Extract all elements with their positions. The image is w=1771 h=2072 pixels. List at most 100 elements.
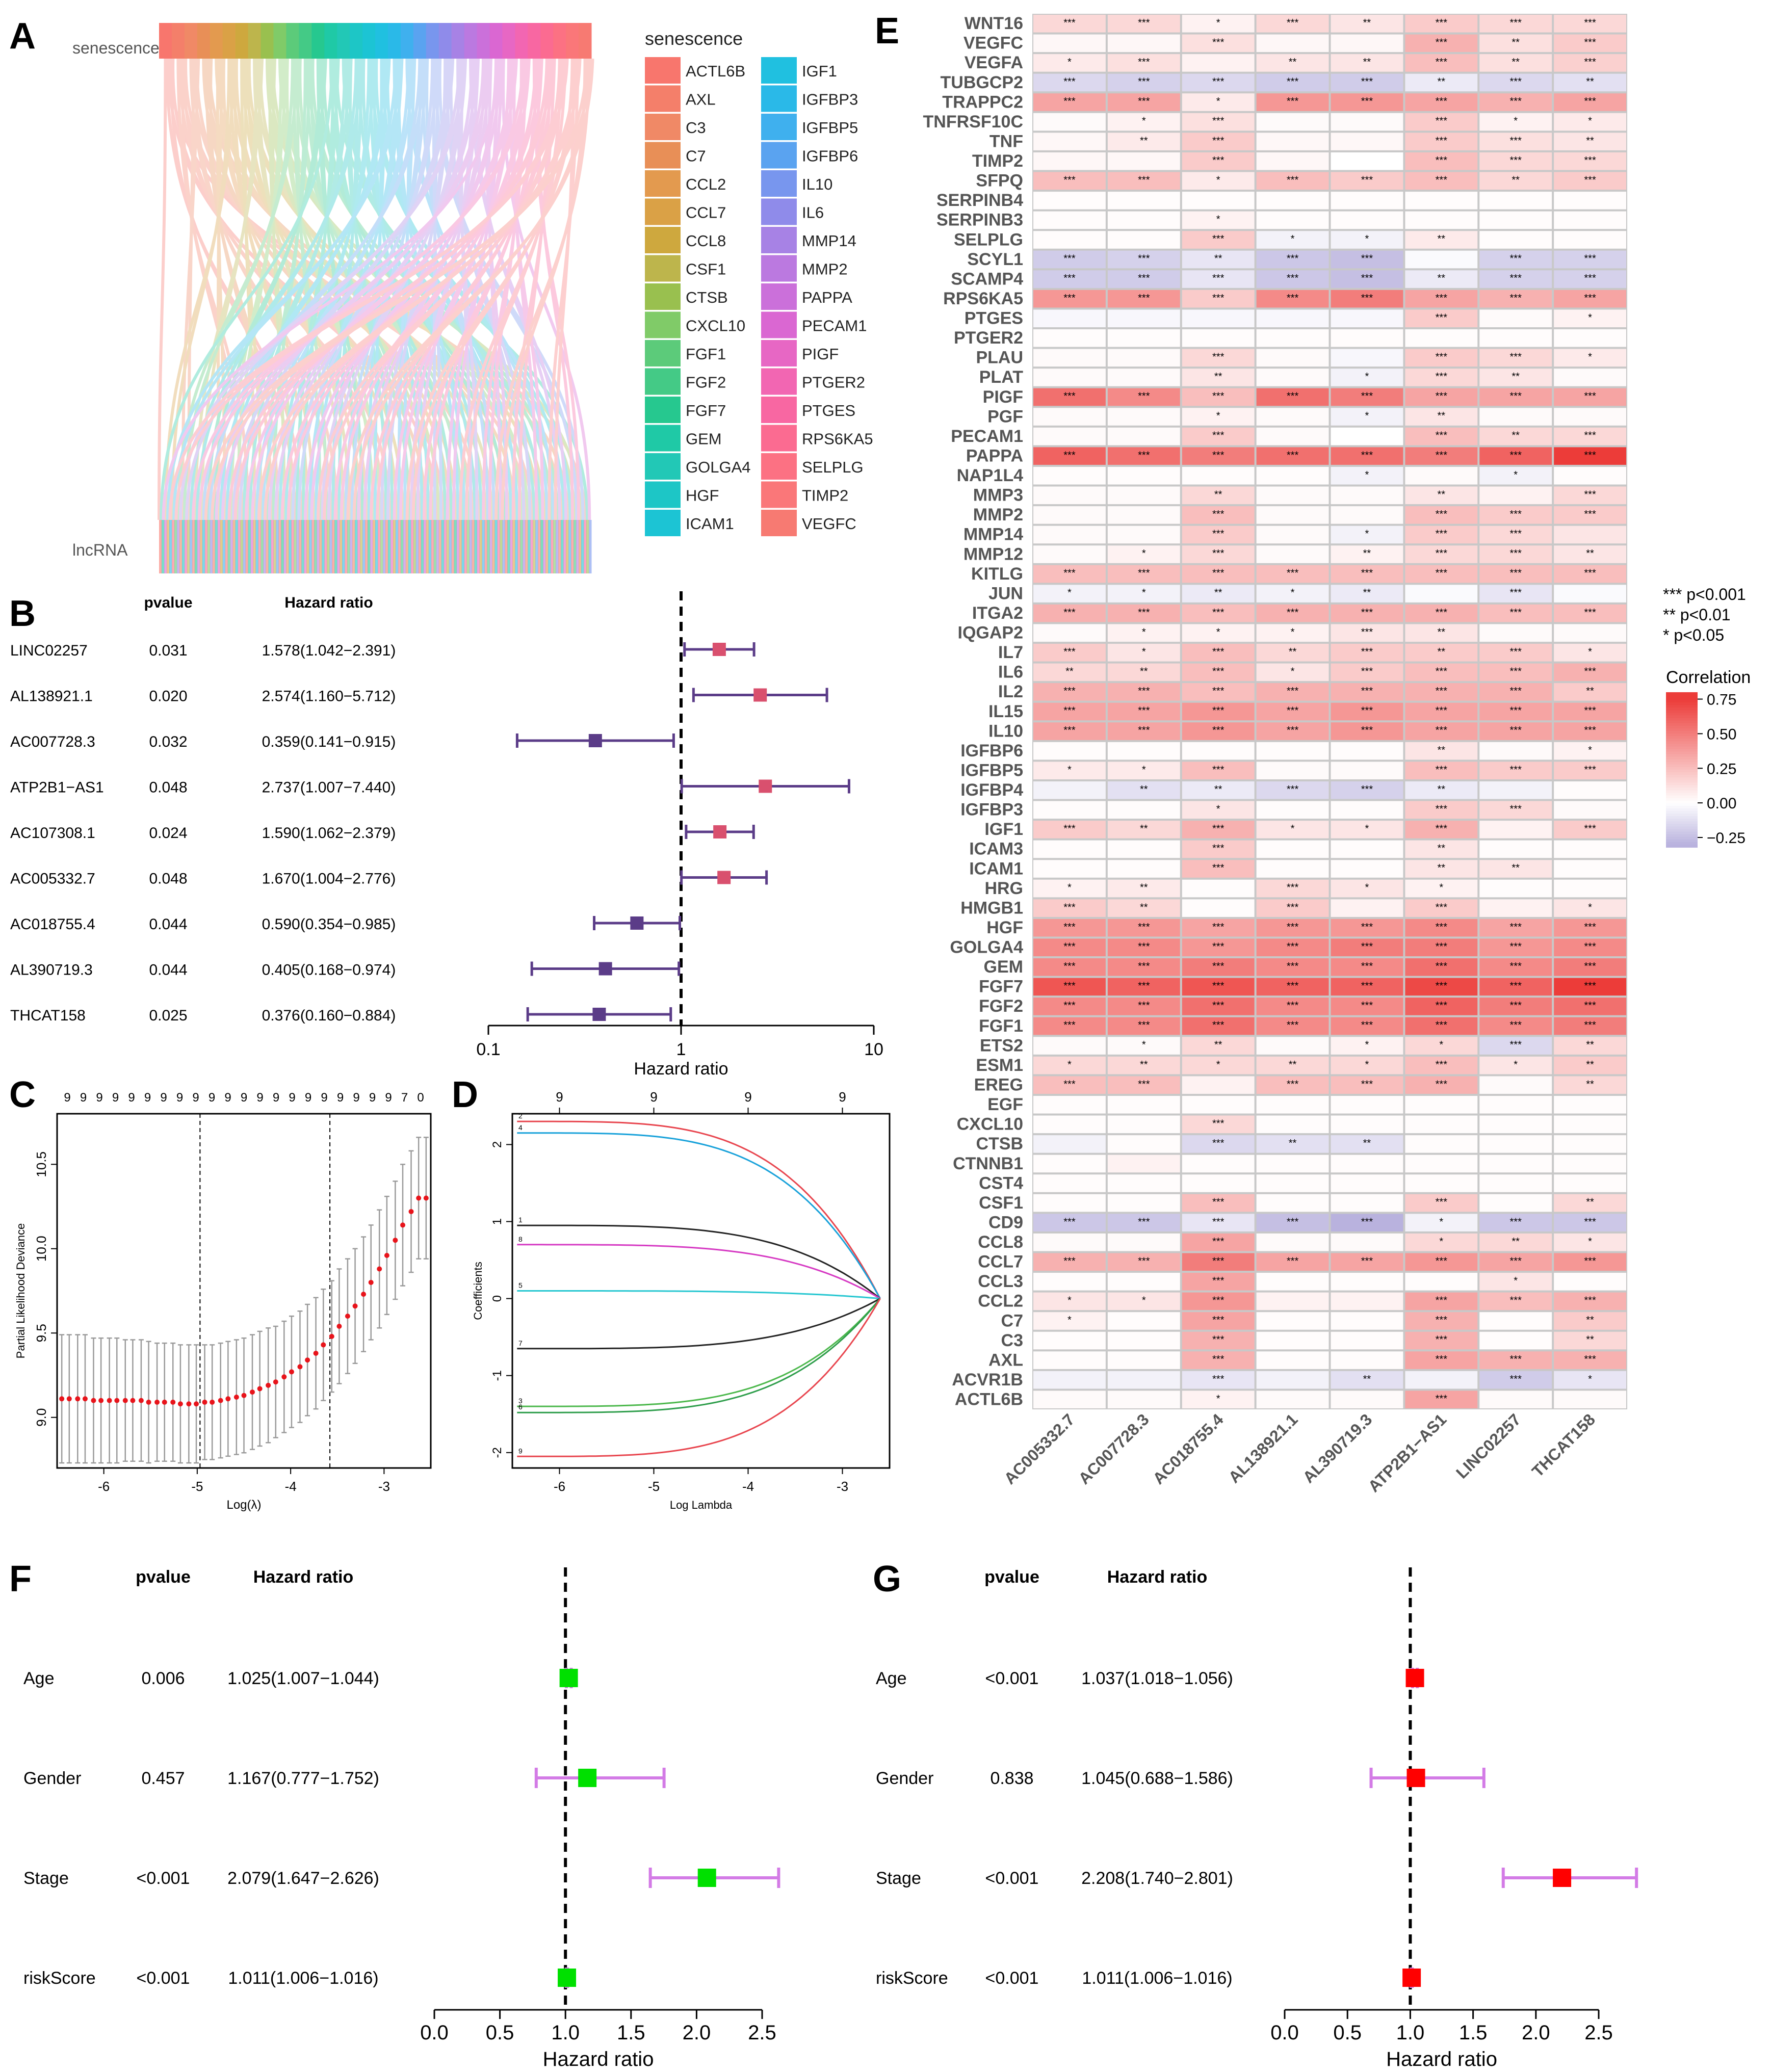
row-label: Age [23, 1669, 55, 1688]
heatmap-cell [1405, 1037, 1478, 1055]
top-tick-label: 9 [556, 1089, 563, 1105]
significance-stars: *** [1212, 607, 1225, 618]
coefficient-path-label: 5 [518, 1281, 523, 1290]
heatmap-cell [1033, 270, 1106, 288]
significance-stars: * [1291, 823, 1295, 834]
sankey-flow [176, 58, 250, 520]
heatmap-cell [1033, 1331, 1106, 1350]
significance-stars: *** [1436, 764, 1448, 775]
top-count-label: 9 [64, 1091, 70, 1105]
heatmap-cell [1554, 938, 1626, 957]
y-tick-label: -1 [490, 1370, 504, 1381]
sankey-bottom-node [227, 520, 231, 573]
sankey-flow [381, 58, 519, 520]
significance-stars: *** [1212, 430, 1225, 441]
heatmap-cell [1033, 702, 1106, 721]
sankey-bottom-node [551, 520, 554, 573]
sankey-flow [278, 58, 375, 520]
sankey-bottom-node [197, 520, 200, 573]
sankey-flow [321, 58, 467, 520]
significance-stars: *** [1212, 293, 1225, 304]
sankey-flow [434, 58, 585, 520]
sankey-top-node [299, 23, 312, 59]
significance-stars: *** [1361, 391, 1373, 402]
significance-stars: *** [1287, 1216, 1299, 1227]
significance-stars: *** [1212, 862, 1225, 874]
heatmap-cell [1182, 172, 1255, 190]
heatmap-cell [1554, 644, 1626, 662]
heatmap-cell [1256, 526, 1329, 544]
sankey-top-node [413, 23, 427, 59]
significance-stars: *** [1584, 666, 1596, 677]
significance-stars: *** [1287, 96, 1299, 107]
heatmap-cell [1479, 93, 1552, 111]
heatmap-cell [1107, 663, 1180, 681]
sankey-flow [189, 58, 362, 520]
heatmap-cell [1182, 722, 1255, 740]
heatmap-cell [1182, 1056, 1255, 1074]
colorbar-segment [1666, 692, 1698, 696]
heatmap-cell [1033, 369, 1106, 386]
heatmap-cell [1033, 1253, 1106, 1271]
significance-stars: *** [1138, 1255, 1150, 1267]
significance-stars: *** [1361, 705, 1373, 717]
sankey-bottom-node [436, 520, 439, 573]
heatmap-row-label: PTGES [965, 309, 1023, 328]
sankey-flow [421, 58, 496, 520]
heatmap-cell [1107, 1115, 1180, 1134]
significance-stars: *** [1510, 961, 1522, 972]
heatmap-cell [1405, 958, 1478, 976]
legend-swatch [645, 397, 681, 423]
significance-stars: *** [1584, 253, 1596, 265]
sankey-bottom-node [181, 520, 185, 573]
sankey-flow [508, 58, 544, 520]
significance-stars: *** [1287, 922, 1299, 933]
cv-point [138, 1398, 144, 1403]
significance-stars: *** [1436, 529, 1448, 540]
heatmap-cell [1256, 781, 1329, 799]
legend-label: CSF1 [686, 260, 726, 278]
heatmap-cell [1033, 938, 1106, 957]
pvalue-header: pvalue [144, 594, 192, 611]
sankey-bottom-node [502, 520, 505, 573]
significance-stars: *** [1361, 1000, 1373, 1011]
significance-stars: ** [1140, 135, 1148, 146]
cv-point [218, 1398, 223, 1403]
x-tick-label: -3 [837, 1479, 848, 1494]
sankey-flow [309, 58, 411, 520]
heatmap-cell [1107, 1253, 1180, 1271]
colorbar-segment [1666, 772, 1698, 776]
significance-stars: *** [1212, 981, 1225, 992]
heatmap-cell [1256, 545, 1329, 563]
significance-stars: *** [1361, 1079, 1373, 1090]
heatmap-cell [1256, 801, 1329, 819]
colorbar-segment [1666, 780, 1698, 783]
sankey-top-node [286, 23, 299, 59]
significance-stars: ** [1438, 784, 1446, 795]
heatmap-row-label: ITGA2 [972, 604, 1023, 623]
significance-stars: * [1588, 902, 1592, 913]
significance-stars: *** [1287, 705, 1299, 717]
heatmap-cell [1033, 565, 1106, 583]
significance-stars: ** [1512, 430, 1520, 441]
heatmap-cell [1256, 1115, 1329, 1134]
significance-stars: *** [1510, 646, 1522, 658]
heatmap-cell [1033, 152, 1106, 170]
heatmap-cell [1331, 329, 1403, 347]
top-count-label: 9 [209, 1091, 215, 1105]
x-tick-label: 1.5 [617, 2022, 645, 2044]
y-axis-title: Coefficients [472, 1262, 484, 1320]
heatmap-cell [1331, 15, 1403, 33]
heatmap-cell [1479, 1292, 1552, 1310]
sankey-flow [183, 58, 385, 520]
heatmap-cell [1182, 1391, 1255, 1408]
heatmap-cell [1033, 93, 1106, 111]
sankey-flow [274, 58, 474, 520]
legend-label: VEGFC [802, 515, 856, 533]
heatmap-cell [1331, 231, 1403, 249]
significance-stars: *** [1510, 293, 1522, 304]
heatmap-cell [1256, 840, 1329, 858]
sankey-bottom-node [538, 520, 541, 573]
